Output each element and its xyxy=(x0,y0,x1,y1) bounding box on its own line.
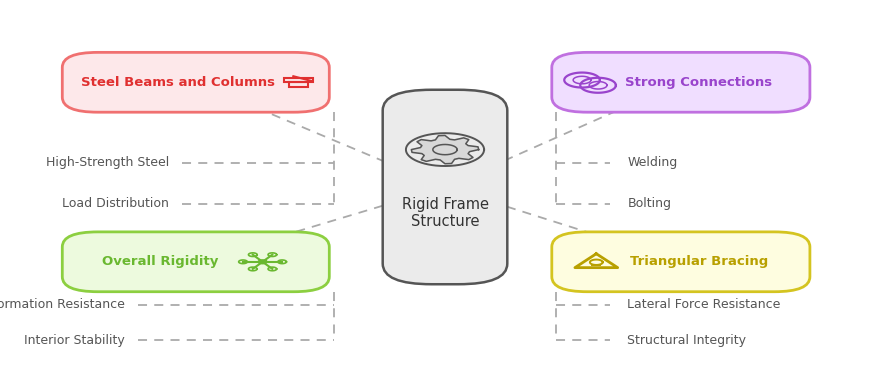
Polygon shape xyxy=(433,144,457,155)
Text: Lateral Force Resistance: Lateral Force Resistance xyxy=(627,298,781,311)
Text: Interior Stability: Interior Stability xyxy=(24,334,125,347)
Text: Overall Rigidity: Overall Rigidity xyxy=(102,255,218,268)
Polygon shape xyxy=(411,135,479,164)
FancyBboxPatch shape xyxy=(62,52,329,112)
FancyBboxPatch shape xyxy=(552,52,810,112)
FancyBboxPatch shape xyxy=(383,90,507,284)
Text: Strong Connections: Strong Connections xyxy=(625,76,773,89)
Text: Load Distribution: Load Distribution xyxy=(62,197,169,210)
Text: High-Strength Steel: High-Strength Steel xyxy=(46,156,169,169)
Text: Structural Integrity: Structural Integrity xyxy=(627,334,747,347)
Text: Triangular Bracing: Triangular Bracing xyxy=(629,255,768,268)
FancyBboxPatch shape xyxy=(62,232,329,292)
Text: Rigid Frame
Structure: Rigid Frame Structure xyxy=(401,197,489,229)
Text: Bolting: Bolting xyxy=(627,197,671,210)
Text: Deformation Resistance: Deformation Resistance xyxy=(0,298,125,311)
Text: Steel Beams and Columns: Steel Beams and Columns xyxy=(81,76,275,89)
Text: Welding: Welding xyxy=(627,156,677,169)
FancyBboxPatch shape xyxy=(552,232,810,292)
